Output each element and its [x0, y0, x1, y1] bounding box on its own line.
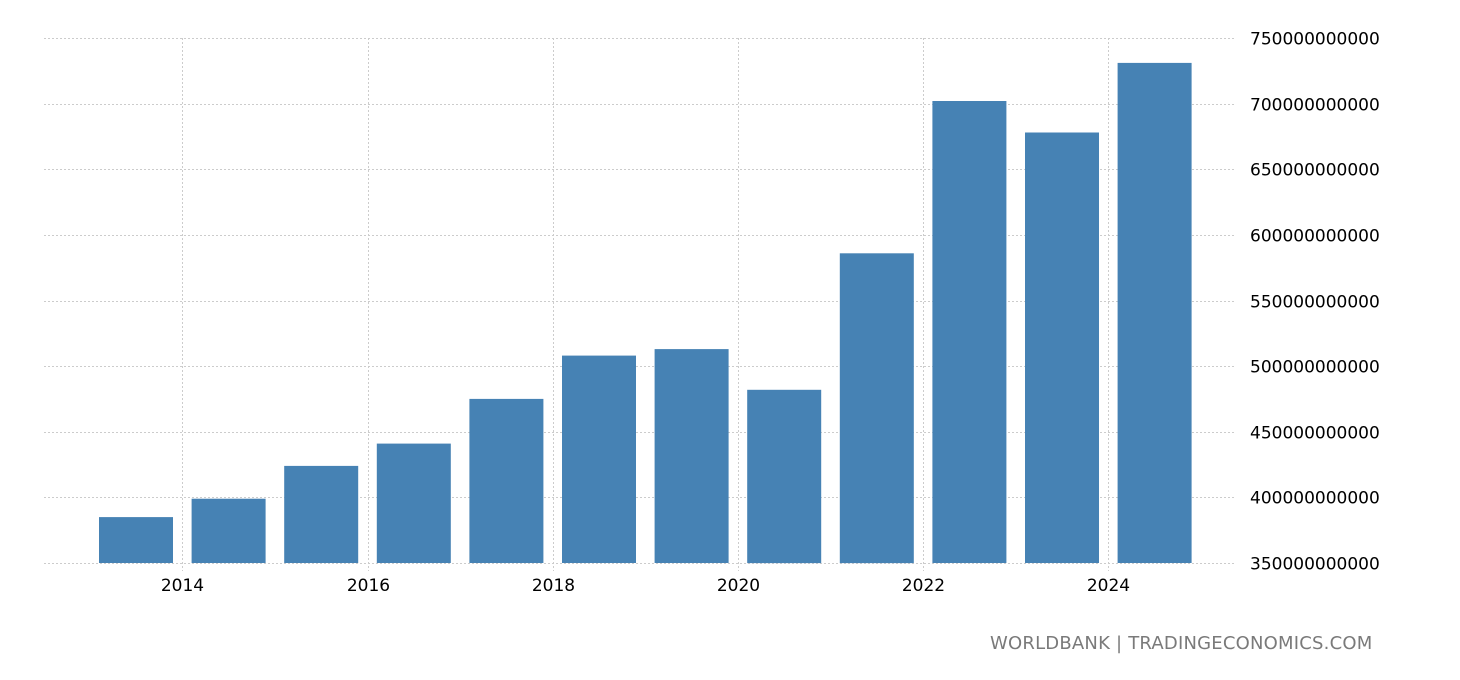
y-tick-label: 450000000000: [1250, 424, 1380, 444]
y-tick-label: 750000000000: [1250, 30, 1380, 50]
bars: [99, 62, 1192, 564]
x-tick-label: 2018: [532, 576, 575, 596]
bar-2015: [284, 465, 359, 563]
y-axis-tick-labels: 350000000000 400000000000 450000000000 5000…: [1250, 30, 1380, 575]
y-tick-label: 350000000000: [1250, 555, 1380, 575]
bar-2018: [562, 355, 636, 563]
x-tick-label: 2022: [902, 576, 945, 596]
x-tick-label: 2014: [161, 576, 204, 596]
x-axis-tick-labels: 2014 2016 2018 2020 2022 2024: [161, 576, 1130, 596]
bar-2019: [654, 349, 729, 563]
x-tick-label: 2024: [1087, 576, 1130, 596]
bar-2021: [839, 253, 914, 564]
bar-chart: 350000000000 400000000000 450000000000 5000…: [44, 30, 1380, 596]
bar-2020: [747, 389, 822, 564]
bar-2017: [469, 398, 544, 563]
x-tick-label: 2020: [717, 576, 760, 596]
y-tick-label: 400000000000: [1250, 489, 1380, 509]
bar-2023: [1025, 132, 1099, 563]
y-tick-label: 550000000000: [1250, 293, 1380, 313]
bar-2024: [1117, 62, 1192, 564]
y-tick-label: 500000000000: [1250, 358, 1380, 378]
vertical-gridlines: [182, 38, 1109, 571]
x-tick-label: 2016: [347, 576, 390, 596]
source-attribution: WORLDBANK | TRADINGECONOMICS.COM: [990, 633, 1373, 654]
bar-2016: [376, 443, 451, 563]
bar-2014: [191, 498, 266, 563]
bar-2013: [99, 517, 173, 563]
y-tick-label: 700000000000: [1250, 96, 1380, 116]
y-tick-label: 600000000000: [1250, 227, 1380, 247]
bar-2022: [932, 101, 1007, 563]
y-tick-label: 650000000000: [1250, 161, 1380, 181]
